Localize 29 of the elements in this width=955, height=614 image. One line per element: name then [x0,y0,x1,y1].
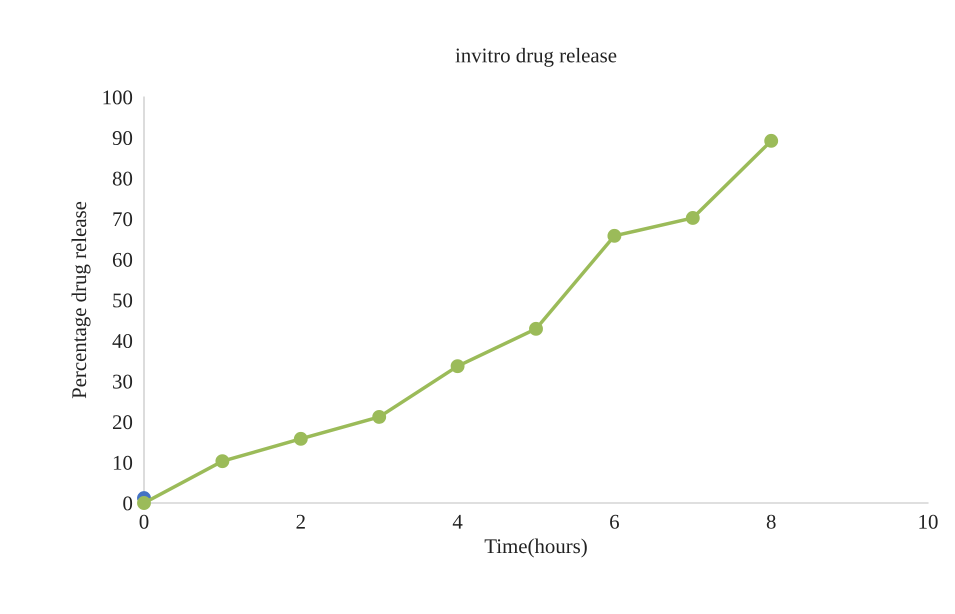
x-tick-label: 8 [766,514,776,529]
x-axis-title: Time(hours) [484,538,587,558]
point [686,211,700,225]
point [294,432,308,446]
y-tick-label: 70 [113,212,132,226]
point [607,228,622,243]
chart-title: invitro drug release [455,48,616,67]
point [450,359,465,374]
y-tick-label: 90 [112,130,132,146]
y-tick-label: 80 [112,172,132,186]
y-tick-label: 0 [123,496,132,510]
x-tick-label: 0 [140,514,148,529]
point [372,410,386,424]
y-tick-label: 50 [113,293,132,308]
y-tick-label: 60 [112,252,132,267]
y-tick-label: 10 [114,456,132,470]
point [137,496,151,510]
point [764,134,778,148]
y-axis-title: Percentage drug release [72,202,91,398]
point [529,322,543,336]
x-tick-label: 6 [610,514,619,529]
y-tick-label: 30 [113,374,132,389]
y-tick-label: 40 [112,334,132,348]
x-tick-label: 4 [452,514,462,529]
x-tick-label: 2 [296,514,305,529]
point [215,454,230,468]
y-tick-label: 100 [103,90,132,104]
x-tick-label: 10 [919,514,938,529]
y-tick-label: 20 [112,415,132,430]
